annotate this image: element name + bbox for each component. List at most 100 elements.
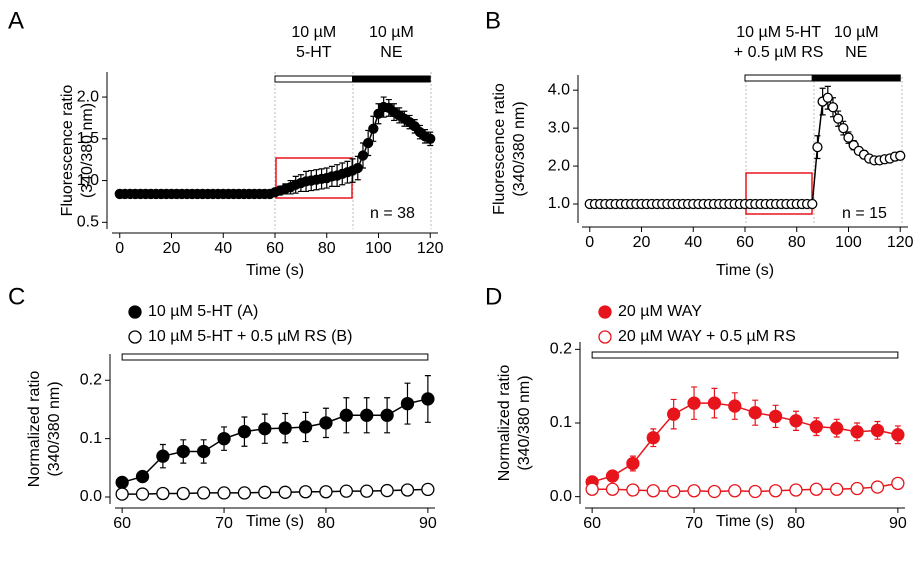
y-axis-label: (340/380 nm) — [516, 375, 533, 470]
data-point — [807, 198, 818, 210]
series — [115, 482, 435, 501]
data-point — [728, 399, 742, 413]
data-point — [646, 484, 660, 498]
x-tick-label: 120 — [887, 234, 914, 251]
x-tick-label: 90 — [889, 515, 907, 532]
y-tick-label: 3.0 — [548, 119, 570, 136]
y-axis-label: Fluorescence ratio — [59, 85, 76, 217]
data-point — [728, 484, 742, 498]
data-point — [380, 483, 394, 498]
x-axis-label: Time (s) — [246, 513, 304, 530]
data-point — [339, 484, 353, 498]
legend-marker — [598, 305, 612, 319]
x-tick-label: 80 — [317, 515, 335, 532]
panel-letter: C — [8, 283, 25, 310]
x-tick-label: 40 — [684, 234, 702, 251]
data-point — [891, 428, 905, 442]
x-tick-label: 80 — [787, 515, 805, 532]
data-point — [278, 485, 292, 499]
panel-letter: A — [8, 7, 24, 34]
data-point — [156, 449, 170, 463]
data-point — [115, 487, 129, 501]
data-point — [822, 92, 833, 103]
stimulus-label: NE — [845, 44, 867, 61]
stimulus-label: 10 µM 5-HT — [736, 24, 821, 41]
y-axis-label: (340/380 nm) — [511, 101, 528, 196]
data-point — [319, 416, 333, 430]
x-axis-label: Time (s) — [716, 262, 774, 279]
x-tick-label: 20 — [633, 234, 651, 251]
legend-marker — [128, 330, 142, 344]
x-tick-label: 60 — [113, 515, 131, 532]
stimulus-label: NE — [380, 44, 402, 61]
stimulus-bar — [352, 75, 431, 83]
data-point — [237, 486, 252, 500]
data-point — [357, 150, 369, 161]
data-point — [339, 408, 353, 422]
data-point — [850, 425, 864, 439]
series — [585, 386, 905, 489]
data-point — [830, 482, 844, 496]
x-tick-label: 70 — [685, 515, 703, 532]
legend-label: 10 µM 5-HT (A) — [148, 303, 258, 320]
data-point — [809, 482, 823, 496]
stimulus-label: 5-HT — [296, 44, 332, 61]
x-tick-label: 0 — [115, 240, 124, 257]
data-point — [832, 113, 844, 124]
data-point — [380, 408, 394, 422]
data-point — [400, 483, 415, 497]
y-axis-label: Normalized ratio — [26, 371, 43, 488]
series — [114, 96, 436, 200]
x-tick-label: 20 — [163, 240, 181, 257]
data-point — [687, 484, 701, 498]
annotation: n = 15 — [842, 205, 887, 222]
x-tick-label: 90 — [419, 515, 437, 532]
data-point — [891, 476, 905, 491]
data-point — [298, 485, 313, 499]
data-point — [197, 486, 211, 500]
data-point — [135, 469, 150, 484]
data-point — [789, 414, 803, 428]
data-point — [373, 108, 384, 119]
data-point — [646, 431, 660, 445]
stimulus-label: 10 µM — [369, 24, 414, 41]
data-point — [135, 487, 150, 501]
data-point — [400, 396, 415, 411]
highlight-box — [745, 172, 813, 215]
data-point — [237, 424, 252, 439]
y-tick-label: 1.0 — [77, 172, 99, 189]
data-point — [812, 141, 823, 153]
series — [585, 476, 905, 499]
y-tick-label: 2.0 — [77, 88, 99, 105]
data-point — [870, 480, 885, 494]
data-point — [870, 423, 885, 438]
data-point — [667, 407, 681, 421]
data-point — [197, 444, 211, 459]
data-point — [895, 150, 906, 161]
data-point — [258, 422, 272, 436]
data-point — [809, 420, 823, 434]
data-point — [298, 420, 313, 434]
data-point — [605, 469, 620, 483]
highlight-box — [275, 157, 353, 199]
y-axis-label: (340/380 nm) — [46, 381, 63, 476]
y-axis-label: Normalized ratio — [496, 365, 513, 482]
data-point — [707, 484, 722, 499]
x-tick-label: 80 — [788, 234, 806, 251]
data-point — [768, 409, 783, 424]
data-point — [830, 421, 844, 435]
legend-label: 20 µM WAY + 0.5 µM RS — [618, 328, 796, 345]
series — [584, 85, 906, 210]
series-line — [589, 96, 901, 205]
data-point — [360, 408, 374, 422]
data-point — [217, 431, 231, 446]
series-line — [122, 488, 428, 495]
data-point — [687, 396, 701, 410]
data-point — [360, 484, 374, 498]
y-tick-label: 1.5 — [77, 130, 99, 147]
legend-label: 20 µM WAY — [618, 303, 702, 320]
stimulus-bar — [744, 74, 813, 82]
panel-letter: D — [485, 283, 502, 310]
